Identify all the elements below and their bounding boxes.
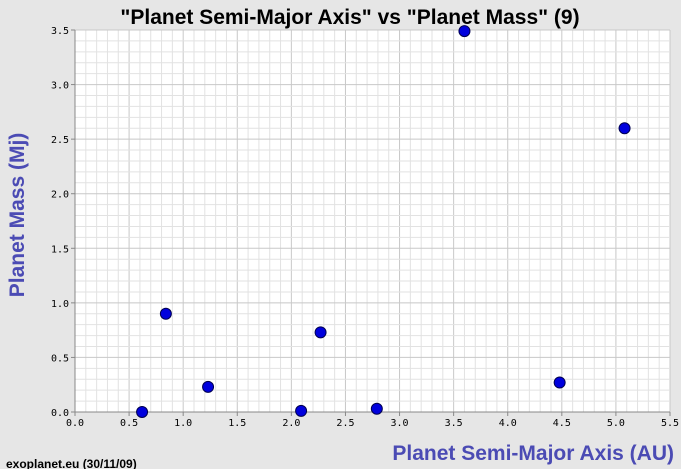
x-tick-label: 2.0 bbox=[282, 418, 300, 429]
data-point bbox=[553, 376, 566, 389]
x-tick-label: 3.0 bbox=[391, 418, 409, 429]
y-tick-label: 1.5 bbox=[51, 244, 69, 255]
y-axis-title: Planet Mass (Mj) bbox=[6, 133, 29, 298]
data-point bbox=[618, 122, 631, 135]
x-tick-label: 0.5 bbox=[120, 418, 138, 429]
x-tick-label: 4.0 bbox=[499, 418, 517, 429]
data-point bbox=[295, 404, 308, 417]
x-axis-title: Planet Semi-Major Axis (AU) bbox=[392, 442, 674, 465]
x-tick-label: 5.5 bbox=[661, 418, 679, 429]
y-tick-label: 1.0 bbox=[51, 299, 69, 310]
data-point bbox=[314, 326, 327, 339]
x-tick-label: 4.5 bbox=[553, 418, 571, 429]
y-tick-label: 0.5 bbox=[51, 353, 69, 364]
data-point bbox=[159, 307, 172, 320]
data-point bbox=[136, 406, 149, 418]
source-credit: exoplanet.eu (30/11/09) bbox=[6, 457, 137, 469]
data-point bbox=[370, 402, 383, 415]
x-tick-label: 1.0 bbox=[174, 418, 192, 429]
y-tick-label: 2.5 bbox=[51, 135, 69, 146]
chart-title: "Planet Semi-Major Axis" vs "Planet Mass… bbox=[120, 6, 579, 29]
x-tick-label: 3.5 bbox=[445, 418, 463, 429]
y-tick-label: 3.0 bbox=[51, 81, 69, 92]
plot-area bbox=[75, 30, 670, 412]
y-tick-label: 2.0 bbox=[51, 190, 69, 201]
x-tick-label: 1.5 bbox=[228, 418, 246, 429]
grid bbox=[74, 29, 671, 413]
data-point bbox=[202, 380, 215, 393]
data-point bbox=[458, 25, 471, 38]
y-tick-label: 3.5 bbox=[51, 26, 69, 37]
y-ticks: 0.0 0.5 1.0 1.5 2.0 2.5 3.0 3.5 bbox=[51, 26, 75, 419]
y-tick-label: 0.0 bbox=[51, 408, 69, 419]
x-tick-label: 5.0 bbox=[607, 418, 625, 429]
x-tick-label: 2.5 bbox=[336, 418, 354, 429]
x-tick-label: 0.0 bbox=[66, 418, 84, 429]
x-ticks: 0.0 0.5 1.0 1.5 2.0 2.5 3.0 3.5 4.0 4.5 5.0 5.5 bbox=[66, 412, 679, 429]
data-points bbox=[136, 25, 631, 418]
